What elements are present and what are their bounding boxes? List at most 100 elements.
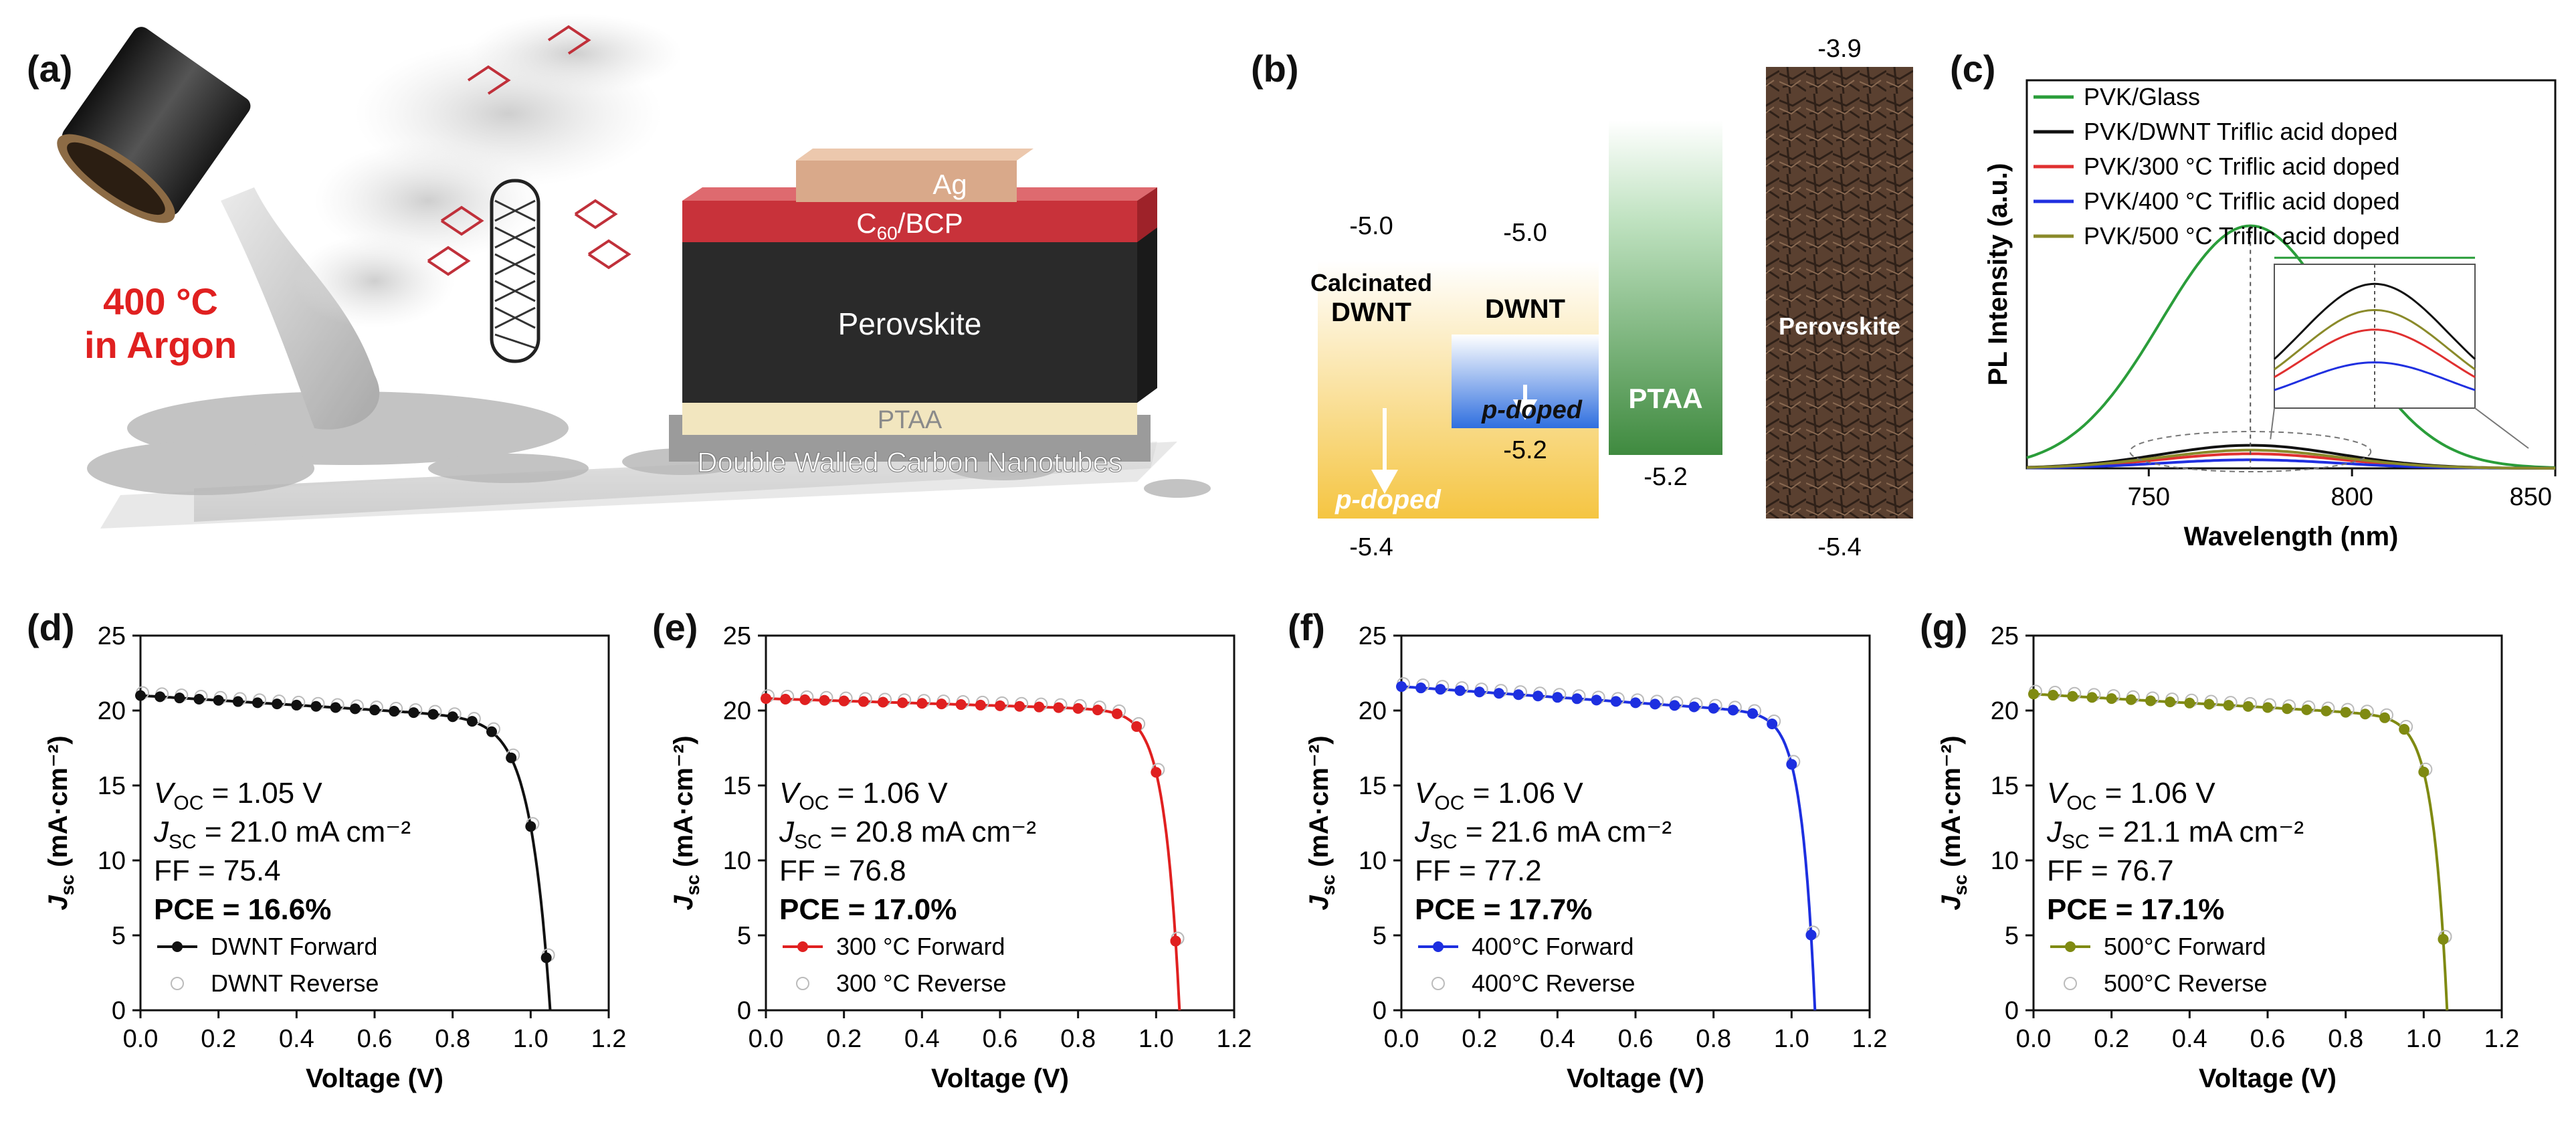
legend-forward-label: 500°C Forward [2104,933,2266,960]
x-tick-label: 0.0 [749,1025,784,1053]
metric-ff: FF = 75.4 [154,854,281,887]
forward-data-point [1650,698,1661,710]
forward-data-point [2340,707,2351,718]
y-axis-title-main: J [669,895,698,911]
forward-data-point [1669,700,1680,711]
y-tick-label: 0 [1373,997,1387,1025]
forward-data-point [1747,708,1758,719]
c60-rest: /BCP [898,207,963,239]
metric-voc-symbol: V [779,777,801,810]
calcinated-label2: DWNT [1331,298,1411,327]
series-line-4 [2026,448,2555,470]
calcinated-bottom-value: -5.4 [1349,533,1393,561]
forward-data-point [2418,766,2430,777]
forward-data-point [2438,933,2449,945]
forward-data-point [2242,700,2254,712]
forward-data-point [330,702,341,713]
forward-data-point [2028,688,2039,700]
y-tick-label: 15 [1359,772,1387,800]
ptaa-band [1609,120,1722,455]
ptaa-label: PTAA [1628,383,1702,414]
forward-data-point [1630,697,1641,709]
smoke-plume [294,13,682,328]
metric-ff: FF = 76.7 [2047,854,2174,887]
legend-forward-label: DWNT Forward [211,933,377,960]
y-axis-title-unit: (mA·cm⁻²) [1937,735,1966,874]
inset-frame [2274,264,2476,409]
y-axis-title: Jsc (mA·cm⁻²) [1304,735,1339,910]
x-tick-label: 0.2 [1462,1025,1497,1053]
forward-data-point [2145,695,2156,707]
forward-data-point [1396,681,1407,692]
layer-perovskite-label: Perovskite [838,306,982,341]
panel-label-g: (g) [1920,606,1968,648]
metric-pce: PCE = 17.1% [2047,893,2224,926]
forward-data-point [466,716,478,727]
y-axis-title: Jsc (mA·cm⁻²) [43,735,78,910]
forward-data-point [174,692,185,704]
layer-dwnt-label: Double Walled Carbon Nanotubes [697,446,1122,478]
metric-voc-value: = 1.06 V [1464,777,1583,810]
forward-data-point [1072,703,1084,714]
forward-data-point [1474,686,1485,698]
y-axis-title: Jsc (mA·cm⁻²) [669,735,703,910]
jv-chart-400c: 0.0 0.2 0.4 0.6 0.8 1.0 1.2 0 5 10 15 20 25 Voltage (… [1304,622,1887,1093]
metric-pce: PCE = 16.6% [154,893,331,926]
forward-data-point [2262,702,2273,713]
forward-data-point [389,706,400,717]
forward-data-point [780,693,791,705]
y-axis-title-main: J [1937,895,1966,911]
forward-data-point [1610,696,1621,707]
jv-chart-500c: 0.0 0.2 0.4 0.6 0.8 1.0 1.2 0 5 10 15 20 25 Voltage (… [1937,622,2519,1093]
forward-data-point [2086,692,2098,703]
forward-data-point [1014,700,1025,712]
x-tick-label: 0.8 [1060,1025,1096,1053]
y-tick-label: 15 [98,772,126,800]
metric-voc-sub: OC [2066,792,2096,814]
ptaa-bottom-value: -5.2 [1644,463,1687,491]
perovskite-band [1766,67,1913,519]
x-tick-label: 0.8 [435,1025,470,1053]
forward-data-point [1053,702,1064,713]
legend-reverse-label: DWNT Reverse [211,969,379,997]
forward-data-point [506,752,517,763]
metric-jsc-value: = 21.1 mA cm⁻² [2090,816,2304,848]
metric-jsc-symbol: J [2046,816,2062,848]
calcinated-label1: Calcinated [1310,269,1432,296]
y-tick-label: 25 [98,622,126,650]
device-schematic: 400 °C in Argon Ag C60/BCP Perovskite PT… [57,13,1211,529]
dwnt-doped: p-doped [1481,396,1583,424]
metric-jsc-symbol: J [153,816,169,848]
forward-data-point [427,709,439,720]
forward-data-point [1708,703,1719,714]
forward-data-point [761,693,771,705]
forward-data-point [1092,705,1103,716]
x-tick-label: 0.4 [1540,1025,1575,1053]
legend-forward-marker [2065,941,2076,952]
process-line2: in Argon [84,324,237,366]
legend-reverse-label: 500°C Reverse [2104,969,2268,997]
legend-forward-label: 300 °C Forward [836,933,1005,960]
forward-data-point [349,703,361,715]
c60-sub: 60 [877,223,898,244]
forward-data-point [2165,696,2176,708]
legend-label-4: PVK/500 °C Triflic acid doped [2084,222,2400,250]
forward-data-point [369,705,380,716]
y-tick-label: 0 [737,997,751,1025]
metric-voc-value: = 1.06 V [2096,777,2215,810]
metric-ff: FF = 76.8 [779,854,906,887]
y-axis-title-sub: sc [1318,874,1339,895]
x-tick-label: 0.6 [357,1025,393,1053]
forward-series-line [765,697,1181,1011]
zoom-region-ellipse [2129,431,2372,472]
forward-series-line [2033,692,2449,1011]
x-tick-label: 1.0 [2406,1025,2442,1053]
legend-reverse-label: 300 °C Reverse [836,969,1007,997]
x-axis-title: Voltage (V) [306,1064,443,1093]
forward-data-point [447,711,458,723]
forward-data-point [155,691,166,703]
forward-data-point [1435,684,1446,695]
forward-data-point [1532,690,1544,702]
x-tick-label: 0.8 [2328,1025,2363,1053]
metric-jsc: JSC = 21.1 mA cm⁻² [2046,816,2304,853]
